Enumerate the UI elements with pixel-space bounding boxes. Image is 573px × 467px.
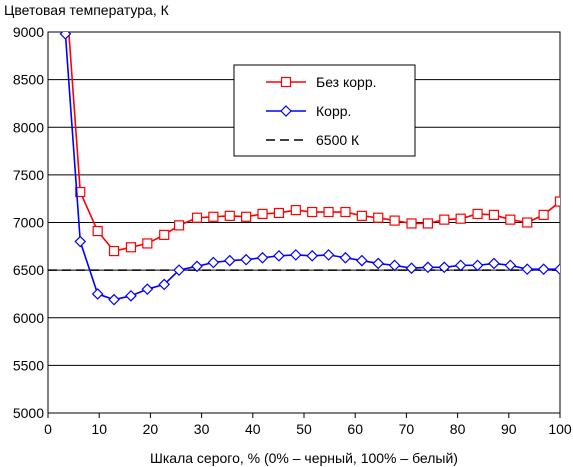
data-point-corrected [537,263,550,276]
data-point-uncorrected [373,212,384,223]
x-tick-label: 20 [143,421,159,437]
data-point-uncorrected [159,229,170,240]
x-tick-label: 30 [194,421,210,437]
data-point-uncorrected [472,208,483,220]
legend: Без корр. Корр. 6500 К [233,64,416,157]
legend-label: 6500 К [316,132,360,148]
data-point-corrected [240,253,252,266]
data-point-corrected [306,249,319,262]
data-point-corrected [108,293,120,306]
x-axis: 0 10 20 30 40 50 60 70 80 90 100 [44,413,572,437]
data-point-corrected [191,260,203,273]
data-point-uncorrected [173,220,185,231]
y-tick-label: 6500 [13,262,44,278]
data-point-corrected [388,259,401,272]
data-point-corrected [488,257,500,270]
data-point-uncorrected [389,215,400,226]
data-point-uncorrected [356,210,367,221]
data-point-uncorrected [439,214,450,225]
data-point-corrected [504,259,517,272]
data-point-corrected [223,254,236,267]
data-point-uncorrected [522,217,533,228]
data-point-uncorrected [191,212,203,223]
data-point-corrected [74,235,87,248]
data-point-uncorrected [455,213,466,224]
data-point-uncorrected [75,186,86,198]
data-point-corrected [173,264,185,276]
data-point-uncorrected [92,225,103,237]
x-tick-label: 100 [548,421,572,437]
data-point-corrected [322,249,335,261]
x-tick-label: 0 [44,421,52,437]
series-uncorrected [68,32,560,257]
x-tick-label: 80 [450,421,466,437]
data-point-corrected [372,257,385,270]
y-tick-label: 8500 [13,72,44,88]
data-point-corrected [125,289,137,302]
y-tick-label: 6000 [13,310,44,326]
data-point-uncorrected [108,245,120,257]
y-axis-title: Цветовая температура, К [4,2,170,18]
data-point-uncorrected [224,210,235,221]
y-axis: 5000 5500 6000 6500 7000 7500 8000 8500 9000 [13,24,44,421]
data-point-corrected [554,263,560,276]
data-point-corrected [521,263,534,276]
data-point-corrected [289,249,302,261]
data-point-corrected [207,256,220,269]
data-point-uncorrected [307,206,318,218]
data-point-corrected [59,32,72,40]
data-point-corrected [256,251,269,264]
data-point-uncorrected [505,214,516,225]
data-point-corrected [141,283,154,296]
legend-label: Без корр. [316,74,377,90]
y-tick-label: 9000 [13,24,44,40]
y-tick-label: 8000 [13,119,44,135]
data-point-uncorrected [257,208,268,220]
x-tick-label: 40 [245,421,261,437]
data-point-uncorrected [142,238,153,249]
data-point-uncorrected [340,206,351,218]
y-tick-label: 5500 [13,357,44,373]
legend-box [233,64,416,157]
data-point-corrected [405,262,418,275]
data-point-corrected [422,261,434,274]
data-point-uncorrected [538,209,549,220]
y-tick-label: 5000 [13,405,44,421]
series-corrected [59,32,560,306]
data-point-uncorrected [125,242,137,253]
data-point-corrected [471,259,484,272]
x-tick-label: 90 [501,421,517,437]
data-point-uncorrected [273,207,285,219]
legend-marker [280,105,292,117]
data-point-corrected [158,278,171,291]
data-point-corrected [91,288,104,300]
data-point-corrected [438,261,451,274]
legend-marker [280,76,292,88]
data-point-uncorrected [241,211,252,222]
x-tick-label: 60 [347,421,363,437]
y-tick-label: 7500 [13,167,44,183]
data-point-uncorrected [422,218,434,229]
x-axis-title: Шкала серого, % (0% – черный, 100% – бел… [150,450,458,466]
data-point-uncorrected [554,196,560,207]
data-point-uncorrected [323,206,334,218]
x-tick-label: 10 [91,421,107,437]
y-tick-label: 7000 [13,215,44,231]
series-layer [48,32,560,306]
data-point-corrected [339,251,352,264]
data-point-uncorrected [488,209,500,220]
data-point-corrected [356,254,368,267]
legend-label: Корр. [316,103,351,119]
data-point-corrected [454,259,467,272]
data-point-corrected [273,249,285,262]
x-tick-label: 70 [399,421,415,437]
data-point-uncorrected [406,218,417,229]
x-tick-label: 50 [296,421,312,437]
data-point-uncorrected [208,211,219,222]
data-point-uncorrected [290,205,301,216]
